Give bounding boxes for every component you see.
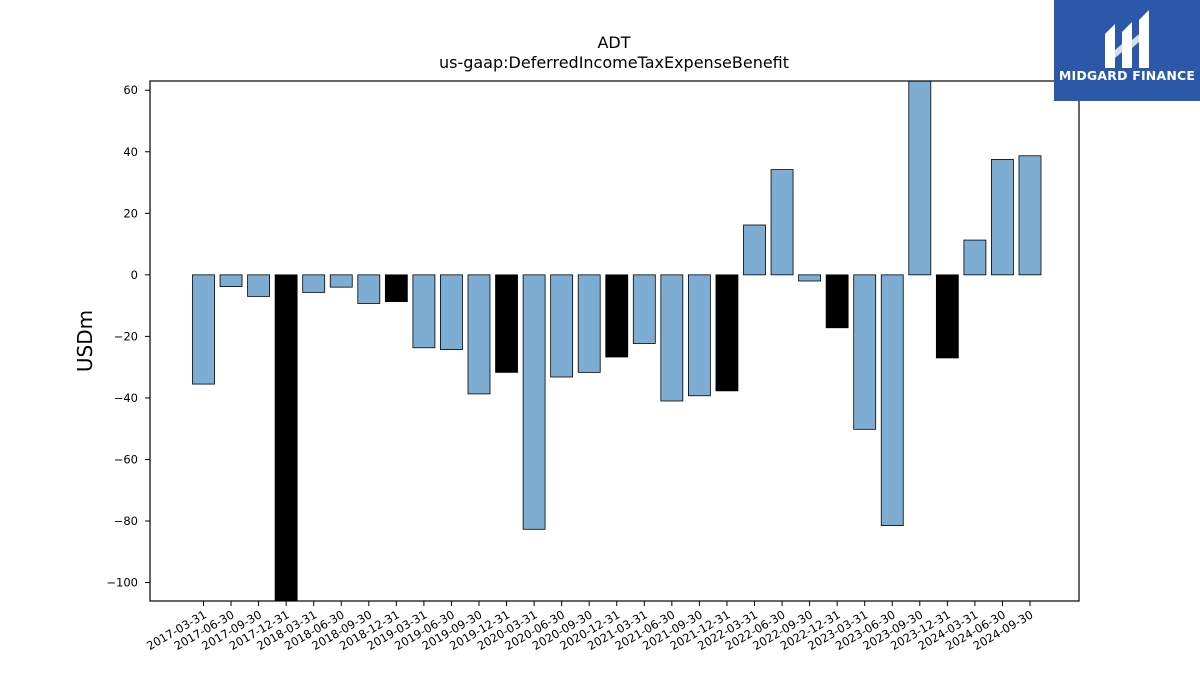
bar-2018-03-31 [302, 274, 326, 293]
bar-2021-06-30 [660, 274, 684, 402]
y-tick-label: −80 [114, 514, 138, 528]
bar-2023-09-30 [908, 80, 932, 276]
bar-2020-09-30 [577, 274, 601, 373]
y-tick-label: −20 [114, 329, 138, 343]
y-tick-label: −60 [114, 452, 138, 466]
bar-2017-12-31 [274, 274, 298, 602]
midgard-finance-logo: MIDGARD FINANCE [1054, 0, 1200, 101]
bar-2017-03-31 [192, 274, 215, 385]
bar-2022-03-31 [743, 224, 766, 276]
bar-2019-03-31 [412, 274, 436, 349]
y-tick-label: −100 [106, 576, 138, 590]
bar-2023-03-31 [853, 274, 877, 430]
bar-2019-12-31 [495, 274, 518, 373]
bar-2021-03-31 [632, 274, 656, 344]
y-axis-label: USDm [73, 310, 97, 372]
bar-2021-09-30 [688, 274, 711, 397]
chart-title: ADT [597, 33, 630, 52]
bar-2019-06-30 [440, 274, 463, 351]
bar-2022-06-30 [770, 169, 794, 276]
bar-2020-06-30 [550, 274, 574, 378]
bar-2022-09-30 [798, 274, 821, 282]
bar-2024-09-30 [1018, 155, 1042, 276]
bar-2017-06-30 [219, 274, 243, 287]
bar-2020-03-31 [522, 274, 546, 530]
bar-2018-09-30 [357, 274, 381, 304]
plot-frame [149, 80, 1080, 602]
midgard-logo-icon [1105, 10, 1149, 68]
bar-2018-06-30 [329, 274, 353, 288]
y-tick-label: 0 [131, 268, 138, 282]
y-tick-label: 40 [123, 145, 138, 159]
bar-2017-09-30 [247, 274, 271, 297]
bar-2022-12-31 [825, 274, 849, 329]
y-tick-label: 20 [123, 206, 138, 220]
bar-2020-12-31 [605, 274, 629, 358]
bar-2021-12-31 [715, 274, 739, 392]
chart-subtitle: us-gaap:DeferredIncomeTaxExpenseBenefit [439, 53, 789, 72]
bar-2024-06-30 [991, 159, 1014, 276]
y-tick-label: −40 [114, 391, 138, 405]
bar-2018-12-31 [384, 274, 408, 303]
y-axis-ticks: 60 40 20 0 −20 −40 −60 −80 −100 [106, 83, 150, 590]
bar-2019-09-30 [467, 274, 491, 395]
y-tick-label: 60 [123, 83, 138, 97]
bars-group [192, 80, 1042, 602]
bar-2023-06-30 [880, 274, 904, 527]
x-axis-ticks: 2017-03-312017-06-302017-09-302017-12-31… [144, 601, 1036, 653]
logo-wordmark: MIDGARD FINANCE [1058, 68, 1196, 83]
bar-2024-03-31 [963, 239, 987, 276]
bar-2023-12-31 [935, 274, 959, 359]
